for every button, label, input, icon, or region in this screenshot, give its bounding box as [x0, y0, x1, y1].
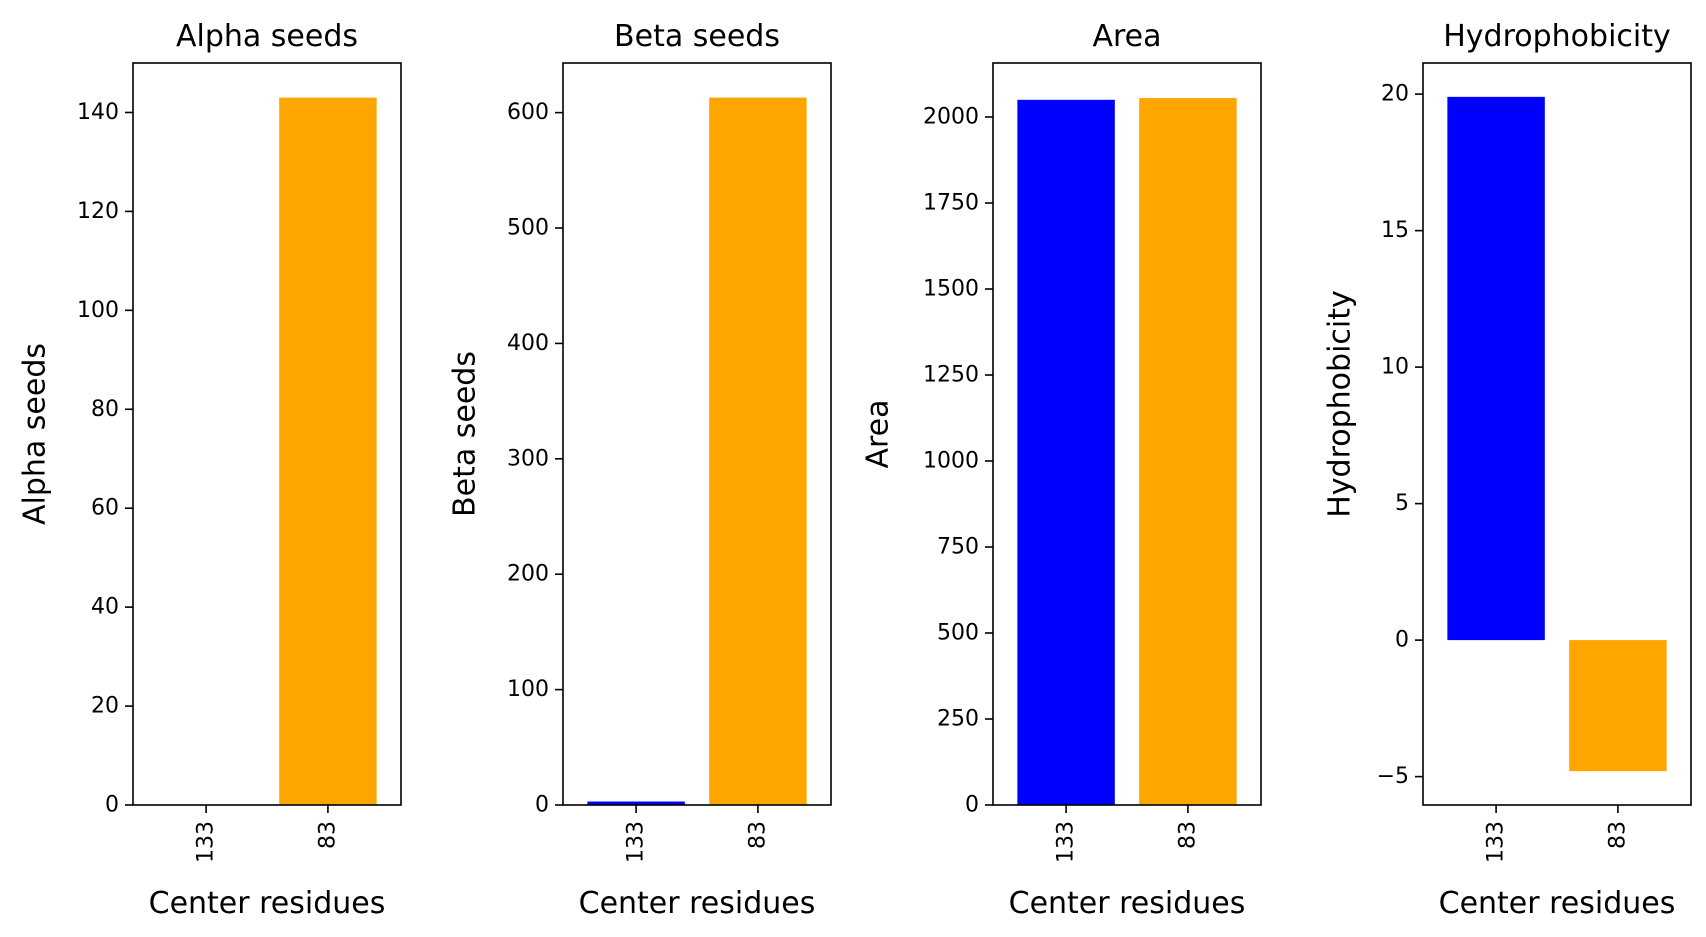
y-tick-label: 15 — [1381, 218, 1409, 243]
bar-83 — [279, 97, 377, 806]
x-axis-label: Center residues — [1009, 886, 1246, 921]
plot-frame — [132, 62, 402, 806]
y-tick-label: −5 — [1377, 764, 1409, 789]
y-tick-label: 0 — [535, 793, 549, 818]
y-axis-label: Hydrophobicity — [1323, 290, 1358, 518]
x-tick-label: 83 — [1605, 821, 1630, 849]
y-tick-label: 300 — [507, 446, 549, 471]
y-tick-label: 250 — [937, 707, 979, 732]
x-tick-label: 83 — [1175, 821, 1200, 849]
y-tick-label: 60 — [91, 496, 119, 521]
chart-title: Alpha seeds — [176, 19, 358, 54]
y-tick-label: 140 — [77, 100, 119, 125]
y-tick-label: 80 — [91, 397, 119, 422]
y-tick-label: 100 — [507, 677, 549, 702]
chart-title: Beta seeds — [614, 19, 780, 54]
y-axis-label: Alpha seeds — [18, 343, 53, 525]
chart-title: Area — [1092, 19, 1161, 54]
plot-frame — [992, 62, 1262, 806]
chart-title: Hydrophobicity — [1443, 19, 1671, 54]
x-axis-label: Center residues — [149, 886, 386, 921]
y-tick-label: 1250 — [923, 363, 979, 388]
y-tick-label: 1750 — [923, 191, 979, 216]
y-tick-label: 600 — [507, 100, 549, 125]
y-tick-label: 0 — [965, 793, 979, 818]
y-tick-label: 200 — [507, 562, 549, 587]
x-axis-label: Center residues — [579, 886, 816, 921]
bar-83 — [709, 97, 807, 806]
y-tick-label: 1000 — [923, 449, 979, 474]
x-tick-label: 133 — [1484, 821, 1509, 863]
plot-frame — [1422, 62, 1692, 806]
x-tick-label: 133 — [194, 821, 219, 863]
y-tick-label: 100 — [77, 298, 119, 323]
y-tick-label: 40 — [91, 595, 119, 620]
y-tick-label: 400 — [507, 331, 549, 356]
y-tick-label: 2000 — [923, 105, 979, 130]
bar-133 — [1447, 96, 1545, 641]
plot-frame — [562, 62, 832, 806]
bar-83 — [1139, 98, 1237, 805]
y-tick-label: 5 — [1395, 491, 1409, 516]
bar-133 — [587, 801, 685, 805]
x-tick-label: 133 — [1054, 821, 1079, 863]
bar-83 — [1569, 640, 1667, 772]
y-tick-label: 1500 — [923, 277, 979, 302]
y-tick-label: 120 — [77, 199, 119, 224]
y-tick-label: 0 — [105, 793, 119, 818]
y-tick-label: 750 — [937, 535, 979, 560]
y-tick-label: 20 — [91, 694, 119, 719]
x-tick-label: 83 — [315, 821, 340, 849]
bar-133 — [1017, 99, 1115, 805]
x-tick-label: 83 — [745, 821, 770, 849]
y-tick-label: 0 — [1395, 628, 1409, 653]
x-tick-label: 133 — [624, 821, 649, 863]
y-axis-label: Area — [861, 399, 896, 468]
y-tick-label: 20 — [1381, 82, 1409, 107]
y-tick-label: 10 — [1381, 355, 1409, 380]
y-tick-label: 500 — [507, 216, 549, 241]
x-axis-label: Center residues — [1439, 886, 1676, 921]
y-axis-label: Beta seeds — [448, 351, 483, 517]
y-tick-label: 500 — [937, 621, 979, 646]
